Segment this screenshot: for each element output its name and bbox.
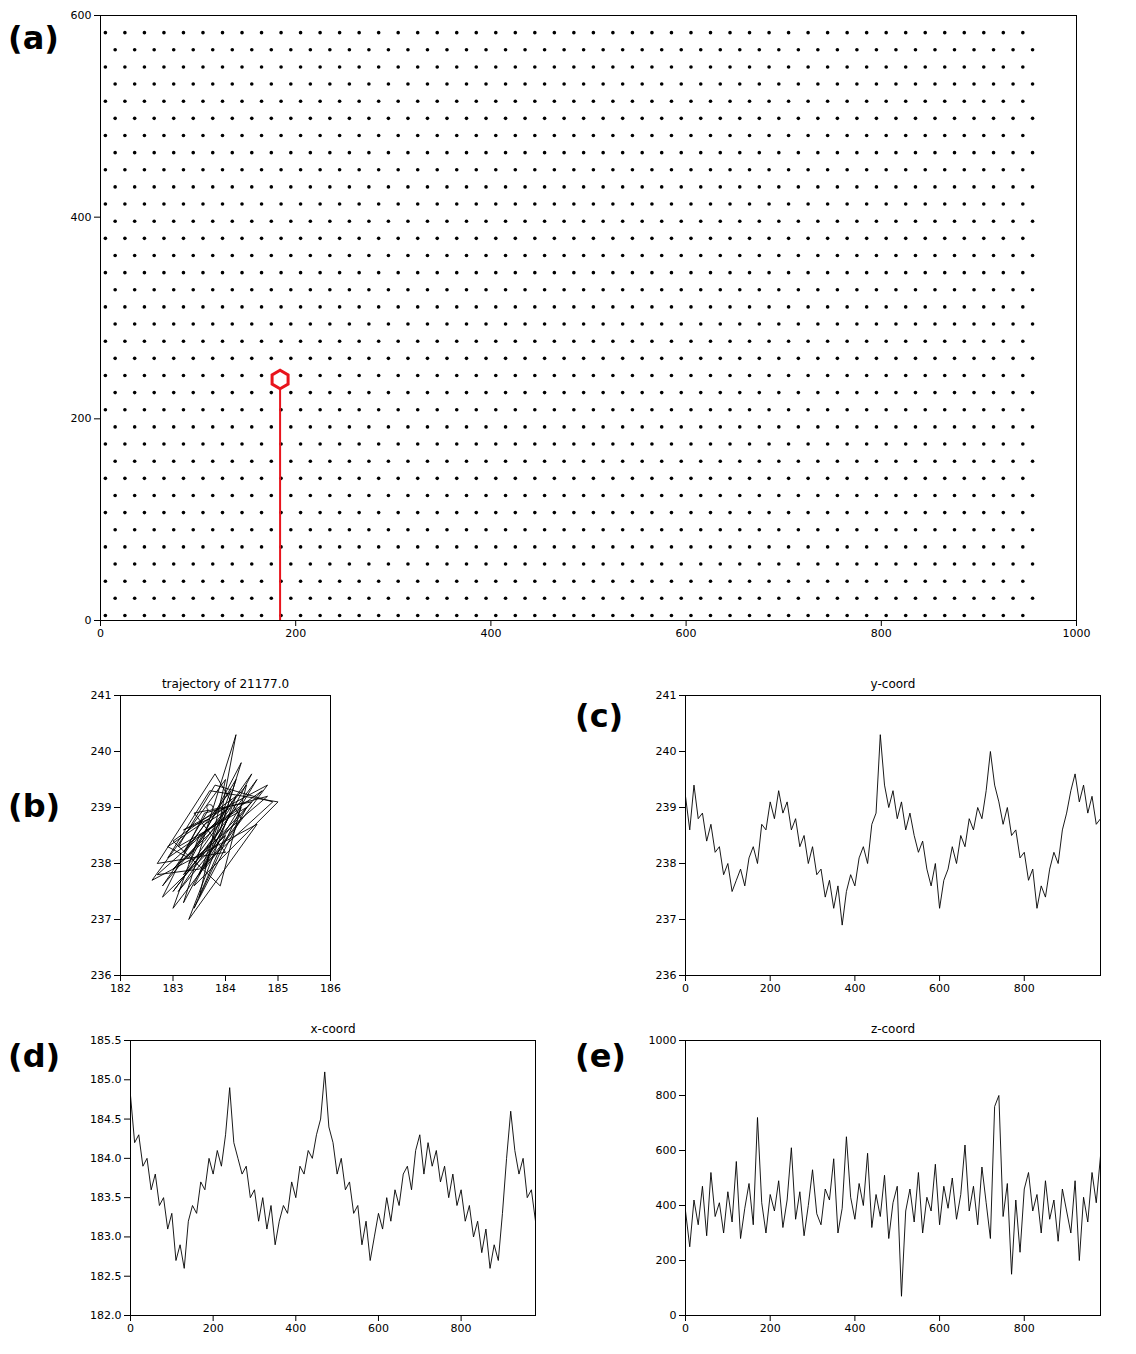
svg-text:800: 800: [656, 1089, 677, 1102]
svg-text:800: 800: [1014, 1322, 1035, 1335]
svg-text:240: 240: [656, 745, 677, 758]
svg-text:600: 600: [656, 1144, 677, 1157]
svg-text:x-coord: x-coord: [310, 1022, 355, 1036]
svg-text:237: 237: [656, 913, 677, 926]
svg-text:400: 400: [480, 627, 501, 640]
svg-text:0: 0: [127, 1322, 134, 1335]
svg-text:400: 400: [844, 982, 865, 995]
svg-text:200: 200: [203, 1322, 224, 1335]
html-text:(e): (e): [575, 1037, 626, 1075]
svg-text:185.5: 185.5: [90, 1034, 122, 1047]
svg-text:200: 200: [71, 412, 92, 425]
svg-text:400: 400: [656, 1199, 677, 1212]
svg-text:241: 241: [656, 689, 677, 702]
svg-text:185: 185: [268, 982, 289, 995]
svg-text:236: 236: [656, 969, 677, 982]
svg-text:600: 600: [929, 982, 950, 995]
svg-text:184.5: 184.5: [90, 1113, 122, 1126]
svg-text:y-coord: y-coord: [871, 677, 916, 691]
svg-text:200: 200: [285, 627, 306, 640]
svg-text:200: 200: [656, 1254, 677, 1267]
svg-text:0: 0: [682, 1322, 689, 1335]
svg-text:183.0: 183.0: [90, 1230, 122, 1243]
svg-text:0: 0: [670, 1309, 677, 1322]
svg-text:1000: 1000: [649, 1034, 677, 1047]
svg-text:600: 600: [368, 1322, 389, 1335]
svg-text:237: 237: [91, 913, 112, 926]
svg-text:800: 800: [1014, 982, 1035, 995]
svg-text:184: 184: [215, 982, 236, 995]
svg-text:182.0: 182.0: [90, 1309, 122, 1322]
svg-text:238: 238: [91, 857, 112, 870]
svg-text:400: 400: [844, 1322, 865, 1335]
svg-text:241: 241: [91, 689, 112, 702]
svg-text:182: 182: [110, 982, 131, 995]
svg-text:0: 0: [682, 982, 689, 995]
svg-text:trajectory of 21177.0: trajectory of 21177.0: [162, 677, 289, 691]
html-text:(b): (b): [8, 787, 61, 825]
svg-text:0: 0: [97, 627, 104, 640]
svg-text:240: 240: [91, 745, 112, 758]
svg-text:186: 186: [320, 982, 341, 995]
svg-text:239: 239: [91, 801, 112, 814]
svg-text:182.5: 182.5: [90, 1270, 122, 1283]
svg-text:600: 600: [71, 9, 92, 22]
svg-text:z-coord: z-coord: [871, 1022, 915, 1036]
svg-text:200: 200: [760, 1322, 781, 1335]
svg-text:184.0: 184.0: [90, 1152, 122, 1165]
svg-text:236: 236: [91, 969, 112, 982]
svg-text:1000: 1000: [1063, 627, 1091, 640]
svg-text:800: 800: [451, 1322, 472, 1335]
svg-text:800: 800: [871, 627, 892, 640]
svg-text:200: 200: [760, 982, 781, 995]
html-text:(c): (c): [575, 697, 624, 735]
svg-text:600: 600: [929, 1322, 950, 1335]
svg-text:183: 183: [163, 982, 184, 995]
svg-text:239: 239: [656, 801, 677, 814]
svg-text:400: 400: [71, 211, 92, 224]
svg-text:238: 238: [656, 857, 677, 870]
html-text:(d): (d): [8, 1037, 61, 1075]
svg-text:400: 400: [285, 1322, 306, 1335]
svg-text:183.5: 183.5: [90, 1191, 122, 1204]
svg-text:0: 0: [85, 614, 92, 627]
svg-text:600: 600: [676, 627, 697, 640]
html-text:(a): (a): [8, 19, 59, 57]
svg-text:185.0: 185.0: [90, 1073, 122, 1086]
